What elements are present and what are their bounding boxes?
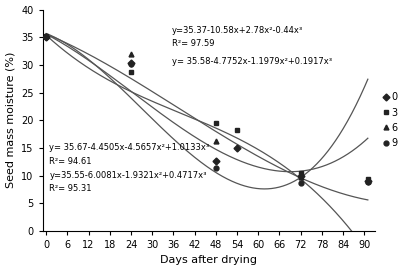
Text: R²= 94.61: R²= 94.61 [49,157,92,166]
Text: y=35.55-6.0081x-1.9321x²+0.4717x³: y=35.55-6.0081x-1.9321x²+0.4717x³ [49,171,207,180]
Y-axis label: Seed mass moisture (%): Seed mass moisture (%) [6,52,15,188]
Text: y= 35.58-4.7752x-1.1979x²+0.1917x³: y= 35.58-4.7752x-1.1979x²+0.1917x³ [172,57,333,66]
Legend: 0, 3, 6, 9: 0, 3, 6, 9 [380,88,401,152]
Text: R²= 95.31: R²= 95.31 [49,184,92,193]
Text: y= 35.67-4.4505x-4.5657x²+1.0133x³: y= 35.67-4.4505x-4.5657x²+1.0133x³ [49,143,210,153]
X-axis label: Days after drying: Days after drying [160,256,257,265]
Text: y=35.37-10.58x+2.78x²-0.44x³: y=35.37-10.58x+2.78x²-0.44x³ [172,26,304,35]
Text: R²= 97.59: R²= 97.59 [172,40,215,49]
